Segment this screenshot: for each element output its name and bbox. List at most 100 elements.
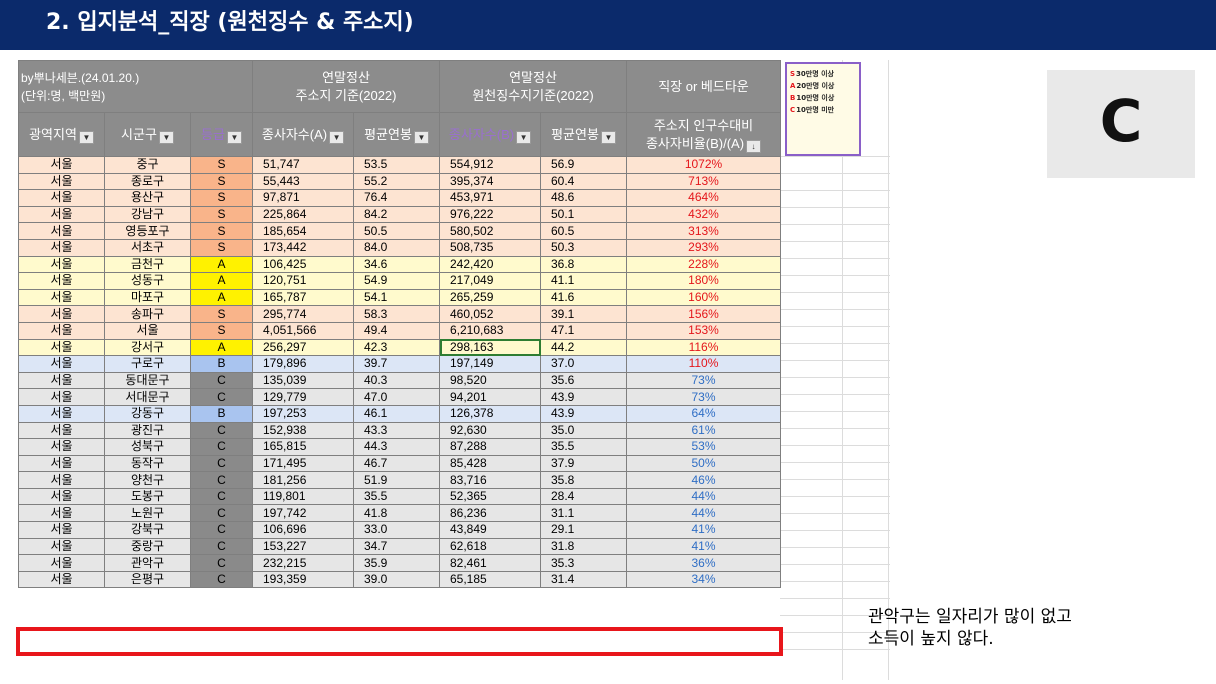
table-row[interactable]: 서울 관악구 C 232,215 35.9 82,461 35.3 36% bbox=[18, 554, 781, 572]
cell-region[interactable]: 서울 bbox=[18, 521, 105, 539]
cell-salary-a[interactable]: 34.7 bbox=[353, 537, 440, 556]
cell-salary-a[interactable]: 47.0 bbox=[353, 388, 440, 406]
table-row[interactable]: 서울 중랑구 C 153,227 34.7 62,618 31.8 41% bbox=[18, 537, 781, 556]
cell-salary-b[interactable]: 39.1 bbox=[540, 305, 627, 323]
cell-salary-a[interactable]: 76.4 bbox=[353, 189, 440, 207]
cell-workers-a[interactable]: 173,442 bbox=[252, 238, 354, 257]
cell-region[interactable]: 서울 bbox=[18, 156, 105, 174]
cell-workers-a[interactable]: 129,779 bbox=[252, 388, 354, 406]
filter-dropdown-icon[interactable]: ▼ bbox=[329, 130, 345, 144]
cell-district[interactable]: 서대문구 bbox=[104, 388, 191, 406]
table-row[interactable]: 서울 종로구 S 55,443 55.2 395,374 60.4 713% bbox=[18, 172, 781, 191]
cell-workers-a[interactable]: 179,896 bbox=[252, 355, 354, 373]
cell-workers-a[interactable]: 119,801 bbox=[252, 487, 354, 506]
table-row[interactable]: 서울 성북구 C 165,815 44.3 87,288 35.5 53% bbox=[18, 438, 781, 456]
cell-salary-b[interactable]: 60.4 bbox=[540, 172, 627, 191]
cell-grade[interactable]: C bbox=[190, 388, 253, 406]
cell-workers-b[interactable]: 126,378 bbox=[439, 404, 541, 423]
table-row[interactable]: 서울 양천구 C 181,256 51.9 83,716 35.8 46% bbox=[18, 471, 781, 489]
cell-region[interactable]: 서울 bbox=[18, 554, 105, 572]
cell-workers-b[interactable]: 43,849 bbox=[439, 521, 541, 539]
cell-workers-b[interactable]: 94,201 bbox=[439, 388, 541, 406]
cell-workers-b[interactable]: 976,222 bbox=[439, 205, 541, 224]
table-row[interactable]: 서울 금천구 A 106,425 34.6 242,420 36.8 228% bbox=[18, 255, 781, 274]
table-row[interactable]: 서울 구로구 B 179,896 39.7 197,149 37.0 110% bbox=[18, 355, 781, 373]
table-row[interactable]: 서울 동대문구 C 135,039 40.3 98,520 35.6 73% bbox=[18, 371, 781, 390]
cell-salary-a[interactable]: 84.0 bbox=[353, 238, 440, 257]
cell-region[interactable]: 서울 bbox=[18, 222, 105, 240]
cell-district[interactable]: 서울 bbox=[104, 321, 191, 340]
cell-workers-a[interactable]: 165,787 bbox=[252, 288, 354, 307]
cell-workers-b[interactable]: 65,185 bbox=[439, 570, 541, 589]
cell-workers-a[interactable]: 106,696 bbox=[252, 521, 354, 539]
cell-salary-a[interactable]: 58.3 bbox=[353, 305, 440, 323]
cell-region[interactable]: 서울 bbox=[18, 355, 105, 373]
cell-ratio[interactable]: 34% bbox=[626, 570, 781, 589]
cell-grade[interactable]: B bbox=[190, 355, 253, 373]
cell-ratio[interactable]: 432% bbox=[626, 205, 781, 224]
cell-workers-b[interactable]: 554,912 bbox=[439, 156, 541, 174]
cell-district[interactable]: 종로구 bbox=[104, 172, 191, 191]
cell-salary-a[interactable]: 50.5 bbox=[353, 222, 440, 240]
cell-district[interactable]: 중랑구 bbox=[104, 537, 191, 556]
cell-workers-b[interactable]: 197,149 bbox=[439, 355, 541, 373]
cell-salary-a[interactable]: 55.2 bbox=[353, 172, 440, 191]
cell-ratio[interactable]: 313% bbox=[626, 222, 781, 240]
cell-workers-b[interactable]: 508,735 bbox=[439, 238, 541, 257]
cell-grade[interactable]: C bbox=[190, 521, 253, 539]
cell-district[interactable]: 강동구 bbox=[104, 404, 191, 423]
cell-salary-a[interactable]: 49.4 bbox=[353, 321, 440, 340]
cell-ratio[interactable]: 156% bbox=[626, 305, 781, 323]
cell-salary-a[interactable]: 33.0 bbox=[353, 521, 440, 539]
cell-district[interactable]: 구로구 bbox=[104, 355, 191, 373]
cell-salary-a[interactable]: 54.9 bbox=[353, 272, 440, 290]
cell-district[interactable]: 동작구 bbox=[104, 454, 191, 473]
cell-ratio[interactable]: 53% bbox=[626, 438, 781, 456]
cell-district[interactable]: 영등포구 bbox=[104, 222, 191, 240]
table-row[interactable]: 서울 용산구 S 97,871 76.4 453,971 48.6 464% bbox=[18, 189, 781, 207]
filter-dropdown-icon[interactable]: ▼ bbox=[413, 130, 429, 144]
cell-workers-a[interactable]: 153,227 bbox=[252, 537, 354, 556]
cell-region[interactable]: 서울 bbox=[18, 487, 105, 506]
table-row[interactable]: 서울 서울 S 4,051,566 49.4 6,210,683 47.1 153% bbox=[18, 321, 781, 340]
cell-grade[interactable]: S bbox=[190, 238, 253, 257]
cell-grade[interactable]: A bbox=[190, 338, 253, 357]
cell-salary-a[interactable]: 43.3 bbox=[353, 421, 440, 440]
cell-ratio[interactable]: 1072% bbox=[626, 156, 781, 174]
cell-workers-b[interactable]: 6,210,683 bbox=[439, 321, 541, 340]
cell-region[interactable]: 서울 bbox=[18, 438, 105, 456]
cell-region[interactable]: 서울 bbox=[18, 537, 105, 556]
cell-district[interactable]: 광진구 bbox=[104, 421, 191, 440]
cell-district[interactable]: 강북구 bbox=[104, 521, 191, 539]
table-row[interactable]: 서울 송파구 S 295,774 58.3 460,052 39.1 156% bbox=[18, 305, 781, 323]
cell-workers-a[interactable]: 197,742 bbox=[252, 504, 354, 523]
cell-workers-a[interactable]: 4,051,566 bbox=[252, 321, 354, 340]
cell-district[interactable]: 금천구 bbox=[104, 255, 191, 274]
cell-salary-b[interactable]: 56.9 bbox=[540, 156, 627, 174]
cell-ratio[interactable]: 464% bbox=[626, 189, 781, 207]
cell-grade[interactable]: C bbox=[190, 487, 253, 506]
cell-salary-b[interactable]: 36.8 bbox=[540, 255, 627, 274]
filter-dropdown-icon[interactable]: ▼ bbox=[516, 130, 532, 144]
cell-salary-a[interactable]: 39.0 bbox=[353, 570, 440, 589]
cell-salary-b[interactable]: 50.3 bbox=[540, 238, 627, 257]
cell-workers-b[interactable]: 242,420 bbox=[439, 255, 541, 274]
cell-salary-b[interactable]: 37.0 bbox=[540, 355, 627, 373]
cell-workers-b[interactable]: 52,365 bbox=[439, 487, 541, 506]
table-row[interactable]: 서울 강동구 B 197,253 46.1 126,378 43.9 64% bbox=[18, 404, 781, 423]
cell-workers-b[interactable]: 82,461 bbox=[439, 554, 541, 572]
cell-workers-b[interactable]: 217,049 bbox=[439, 272, 541, 290]
table-row[interactable]: 서울 영등포구 S 185,654 50.5 580,502 60.5 313% bbox=[18, 222, 781, 240]
table-row[interactable]: 서울 은평구 C 193,359 39.0 65,185 31.4 34% bbox=[18, 570, 781, 589]
cell-salary-a[interactable]: 84.2 bbox=[353, 205, 440, 224]
cell-salary-b[interactable]: 35.3 bbox=[540, 554, 627, 572]
cell-salary-b[interactable]: 37.9 bbox=[540, 454, 627, 473]
cell-ratio[interactable]: 44% bbox=[626, 487, 781, 506]
table-row[interactable]: 서울 강북구 C 106,696 33.0 43,849 29.1 41% bbox=[18, 521, 781, 539]
cell-region[interactable]: 서울 bbox=[18, 570, 105, 589]
cell-salary-b[interactable]: 35.0 bbox=[540, 421, 627, 440]
table-row[interactable]: 서울 강서구 A 256,297 42.3 298,163 44.2 116% bbox=[18, 338, 781, 357]
filter-dropdown-icon[interactable]: ▼ bbox=[226, 130, 242, 144]
cell-ratio[interactable]: 46% bbox=[626, 471, 781, 489]
cell-workers-b[interactable]: 86,236 bbox=[439, 504, 541, 523]
